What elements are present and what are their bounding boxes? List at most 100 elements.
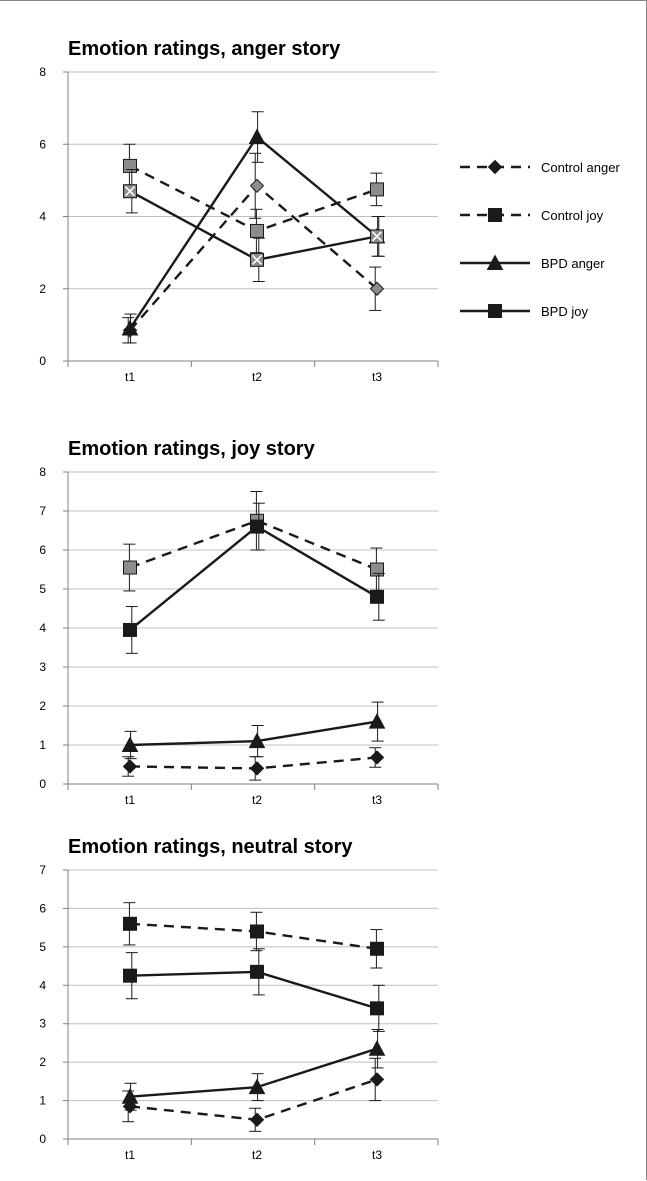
y-tick-label: 0 — [39, 1132, 46, 1146]
y-tick-label: 8 — [39, 465, 46, 479]
data-point — [369, 281, 385, 296]
y-tick-label: 0 — [39, 777, 46, 791]
x-tick-label: t3 — [372, 793, 382, 807]
y-tick-label: 6 — [39, 901, 46, 915]
series-line — [129, 164, 378, 233]
data-point — [250, 519, 264, 534]
x-tick-label: t2 — [252, 1148, 262, 1162]
data-point — [123, 622, 137, 637]
marker-cross — [371, 231, 383, 242]
x-tick-label: t3 — [372, 370, 382, 384]
data-point — [248, 1078, 266, 1095]
data-point — [249, 1112, 265, 1127]
legend: Control anger Control joy BPD anger BPD joy — [460, 159, 620, 319]
data-point — [370, 941, 384, 956]
data-point — [248, 128, 266, 145]
x-tick-label: t1 — [125, 370, 135, 384]
x-tick-label: t1 — [125, 793, 135, 807]
data-point — [121, 319, 139, 336]
data-point — [368, 1040, 386, 1056]
data-point — [121, 1088, 139, 1104]
series-control-joy — [123, 143, 384, 254]
data-point — [368, 713, 386, 729]
data-point — [123, 184, 137, 199]
data-point — [250, 964, 264, 979]
chart-title: Emotion ratings, anger story — [68, 38, 341, 60]
legend-label: BPD anger — [541, 256, 605, 271]
chart-panel-3: Emotion ratings, neutral story 0 1 2 3 4 5 6 7 t1… — [39, 836, 439, 1162]
data-point — [250, 924, 264, 939]
data-point — [370, 1001, 384, 1016]
data-point — [369, 750, 385, 765]
y-tick-label: 3 — [39, 660, 46, 674]
x-tick-label: t1 — [125, 1148, 135, 1162]
series-line — [129, 525, 378, 631]
legend-marker — [487, 159, 503, 175]
data-point — [123, 158, 137, 173]
y-tick-label: 6 — [39, 137, 46, 151]
y-tick-label: 7 — [39, 863, 46, 877]
y-tick-label: 3 — [39, 1017, 46, 1031]
y-tick-label: 4 — [39, 978, 46, 992]
data-point — [248, 732, 266, 749]
legend-item: Control anger — [460, 159, 620, 175]
series-bpd-joy — [123, 169, 385, 283]
chart-title: Emotion ratings, joy story — [68, 438, 316, 460]
legend-marker — [488, 208, 502, 222]
x-tick-label: t2 — [252, 793, 262, 807]
y-tick-label: 4 — [39, 621, 46, 635]
legend-label: Control anger — [541, 160, 620, 175]
data-point — [370, 589, 384, 604]
y-tick-label: 1 — [39, 1094, 46, 1108]
y-tick-label: 0 — [39, 354, 46, 368]
data-point — [370, 562, 384, 577]
series-control-anger — [122, 1057, 385, 1132]
y-tick-label: 6 — [39, 543, 46, 557]
series-bpd-joy — [123, 502, 385, 654]
legend-marker — [488, 304, 502, 318]
data-point — [123, 916, 137, 931]
data-point — [250, 252, 264, 267]
data-point — [123, 560, 137, 575]
y-tick-label: 7 — [39, 504, 46, 518]
data-point — [123, 968, 137, 983]
marker-cross — [124, 186, 136, 197]
series-control-anger — [122, 747, 385, 781]
series-bpd-anger — [121, 701, 386, 760]
y-tick-label: 5 — [39, 940, 46, 954]
legend-item: BPD joy — [460, 304, 588, 319]
series-control-joy — [123, 491, 384, 592]
legend-label: Control joy — [541, 208, 604, 223]
y-tick-label: 8 — [39, 65, 46, 79]
x-tick-label: t3 — [372, 1148, 382, 1162]
series-bpd-anger — [121, 1028, 386, 1111]
y-tick-label: 2 — [39, 282, 46, 296]
legend-item: BPD anger — [460, 254, 605, 271]
data-point — [370, 229, 384, 244]
x-tick-label: t2 — [252, 370, 262, 384]
data-point — [250, 223, 264, 238]
chart-panel-1: Emotion ratings, anger story 0 2 4 6 8 t1 t2 t3 — [39, 38, 439, 384]
data-point — [249, 178, 265, 194]
y-tick-label: 2 — [39, 1055, 46, 1069]
series-line — [129, 519, 378, 571]
legend-item: Control joy — [460, 208, 604, 223]
data-point — [249, 761, 265, 776]
data-point — [369, 1072, 385, 1087]
marker-cross — [251, 254, 263, 265]
y-tick-label: 1 — [39, 738, 46, 752]
y-tick-label: 4 — [39, 210, 46, 224]
y-tick-label: 2 — [39, 699, 46, 713]
data-point — [370, 182, 384, 197]
data-point — [122, 759, 138, 774]
chart-title: Emotion ratings, neutral story — [68, 836, 353, 858]
legend-marker — [486, 254, 504, 270]
y-tick-label: 5 — [39, 582, 46, 596]
legend-label: BPD joy — [541, 304, 588, 319]
series-control-joy — [123, 902, 384, 969]
chart-panel-2: Emotion ratings, joy story 0 1 2 3 4 5 6 7 8 t1 t2 t… — [39, 438, 439, 807]
series-bpd-joy — [123, 948, 385, 1032]
data-point — [121, 736, 139, 752]
